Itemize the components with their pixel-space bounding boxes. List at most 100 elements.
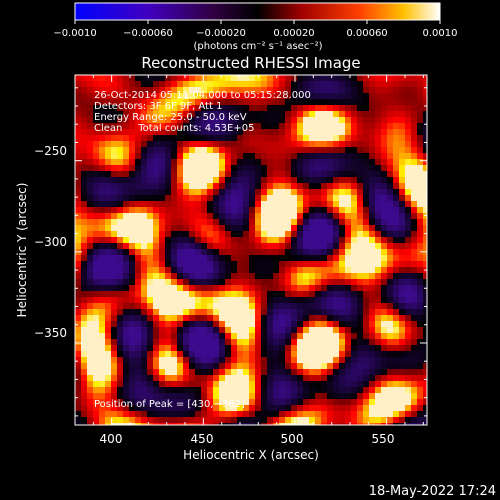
heatmap-cell [207, 327, 213, 333]
heatmap-cell [159, 237, 165, 243]
heatmap-cell [111, 327, 117, 333]
heatmap-cell [297, 285, 303, 291]
heatmap-cell [321, 375, 327, 381]
heatmap-cell [189, 177, 195, 183]
heatmap-cell [207, 255, 213, 261]
heatmap-cell [141, 225, 147, 231]
heatmap-cell [417, 285, 423, 291]
heatmap-cell [153, 165, 159, 171]
heatmap-cell [123, 339, 129, 345]
heatmap-cell [321, 93, 327, 99]
heatmap-cell [327, 417, 333, 423]
heatmap-cell [309, 297, 315, 303]
heatmap-cell [381, 129, 387, 135]
heatmap-cell [111, 393, 117, 399]
heatmap-cell [123, 321, 129, 327]
heatmap-cell [195, 171, 201, 177]
heatmap-cell [261, 135, 267, 141]
heatmap-cell [405, 123, 411, 129]
heatmap-cell [393, 177, 399, 183]
heatmap-cell [147, 327, 153, 333]
heatmap-cell [183, 357, 189, 363]
heatmap-cell [303, 249, 309, 255]
heatmap-cell [405, 153, 411, 159]
heatmap-cell [129, 405, 135, 411]
heatmap-cell [153, 345, 159, 351]
heatmap-cell [75, 165, 81, 171]
heatmap-cell [369, 111, 375, 117]
heatmap-cell [117, 357, 123, 363]
heatmap-cell [411, 255, 417, 261]
heatmap-cell [345, 387, 351, 393]
heatmap-cell [75, 177, 81, 183]
heatmap-cell [147, 225, 153, 231]
heatmap-cell [261, 321, 267, 327]
heatmap-cell [189, 321, 195, 327]
heatmap-cell [177, 351, 183, 357]
heatmap-cell [75, 99, 81, 105]
heatmap-cell [153, 333, 159, 339]
heatmap-cell [141, 81, 147, 87]
heatmap-cell [339, 207, 345, 213]
heatmap-cell [273, 183, 279, 189]
heatmap-cell [285, 189, 291, 195]
heatmap-cell [321, 423, 327, 425]
heatmap-cell [267, 333, 273, 339]
heatmap-cell [93, 393, 99, 399]
heatmap-cell [147, 75, 153, 81]
heatmap-cell [105, 117, 111, 123]
heatmap-cell [189, 87, 195, 93]
heatmap-cell [279, 351, 285, 357]
heatmap-cell [99, 87, 105, 93]
heatmap-cell [261, 375, 267, 381]
heatmap-cell [405, 261, 411, 267]
heatmap-cell [183, 351, 189, 357]
heatmap-cell [123, 279, 129, 285]
heatmap-cell [423, 243, 427, 249]
heatmap-cell [261, 99, 267, 105]
heatmap-cell [345, 219, 351, 225]
heatmap-cell [153, 111, 159, 117]
heatmap-cell [285, 249, 291, 255]
heatmap-cell [207, 339, 213, 345]
heatmap-cell [285, 351, 291, 357]
heatmap-cell [207, 207, 213, 213]
heatmap-cell [165, 261, 171, 267]
heatmap-cell [111, 93, 117, 99]
heatmap-cell [105, 297, 111, 303]
heatmap-cell [153, 393, 159, 399]
heatmap-cell [315, 213, 321, 219]
heatmap-cell [183, 153, 189, 159]
heatmap-cell [351, 351, 357, 357]
heatmap-cell [189, 213, 195, 219]
heatmap-cell [195, 213, 201, 219]
heatmap-cell [387, 255, 393, 261]
heatmap-cell [363, 105, 369, 111]
heatmap-cell [423, 171, 427, 177]
heatmap-cell [219, 375, 225, 381]
heatmap-cell [399, 87, 405, 93]
heatmap-cell [219, 249, 225, 255]
heatmap-cell [279, 243, 285, 249]
heatmap-cell [423, 261, 427, 267]
heatmap-cell [411, 321, 417, 327]
heatmap-cell [129, 393, 135, 399]
heatmap-cell [147, 129, 153, 135]
heatmap-cell [129, 93, 135, 99]
heatmap-cell [231, 393, 237, 399]
heatmap-cell [159, 231, 165, 237]
heatmap-cell [165, 75, 171, 81]
heatmap-cell [153, 273, 159, 279]
heatmap-cell [117, 87, 123, 93]
heatmap-cell [333, 147, 339, 153]
heatmap-cell [291, 87, 297, 93]
heatmap-cell [255, 333, 261, 339]
heatmap-cell [147, 237, 153, 243]
heatmap-cell [399, 165, 405, 171]
heatmap-cell [255, 261, 261, 267]
heatmap-cell [423, 273, 427, 279]
heatmap-cell [153, 339, 159, 345]
heatmap-cell [249, 357, 255, 363]
heatmap-cell [387, 309, 393, 315]
heatmap-cell [339, 153, 345, 159]
